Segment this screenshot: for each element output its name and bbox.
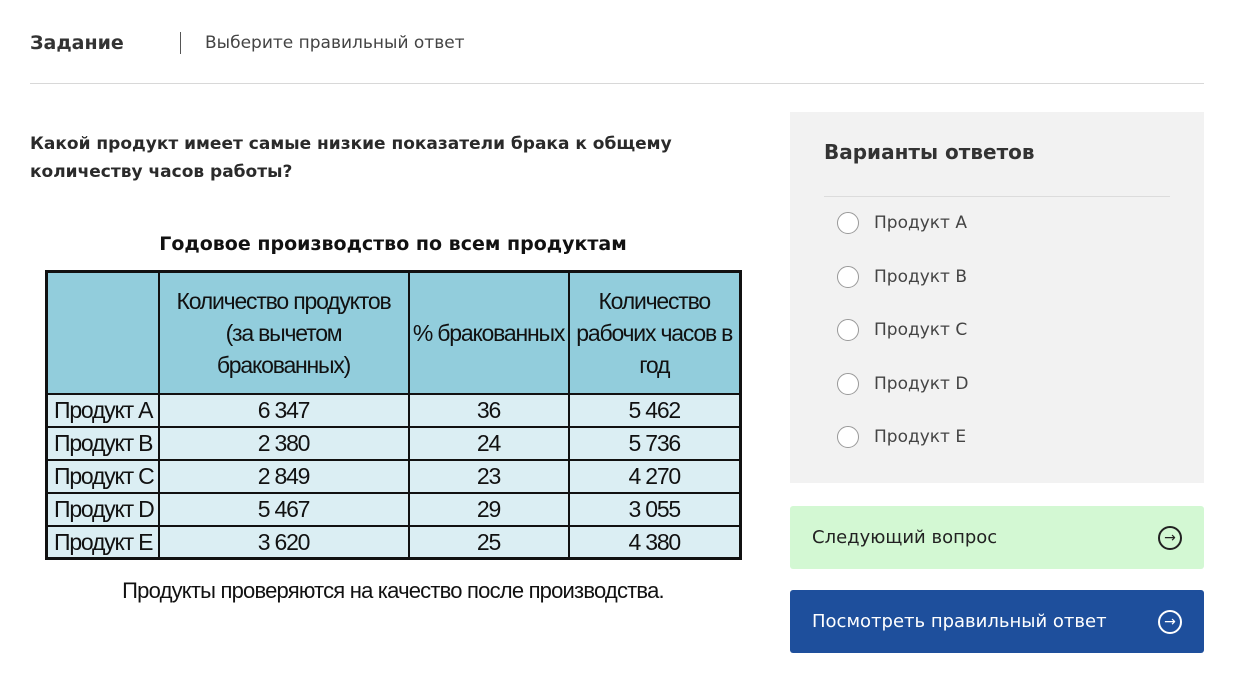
value-cell: 29 xyxy=(407,491,570,527)
header-cell: % бракованных xyxy=(407,270,570,395)
answer-option[interactable]: Продукт A xyxy=(837,212,967,234)
value-cell: 5 736 xyxy=(567,425,742,461)
answers-panel: Варианты ответов Продукт A Продукт B Проду… xyxy=(790,112,1204,483)
radio-button[interactable] xyxy=(837,212,859,234)
arrow-right-circle-icon: → xyxy=(1158,609,1182,634)
answer-option-label: Продукт C xyxy=(874,320,968,340)
value-cell: 5 462 xyxy=(567,392,742,428)
answer-option-label: Продукт E xyxy=(874,427,967,447)
product-name-cell: Продукт E xyxy=(45,524,160,560)
table-caption: Продукты проверяются на качество после п… xyxy=(122,578,664,603)
radio-button[interactable] xyxy=(837,372,859,395)
show-answer-button[interactable]: Посмотреть правильный ответ → xyxy=(790,590,1204,653)
divider xyxy=(824,196,1170,197)
value-cell: 36 xyxy=(407,392,570,428)
value-cell: 3 055 xyxy=(567,491,742,527)
value-cell: 4 380 xyxy=(567,524,742,560)
radio-button[interactable] xyxy=(837,426,859,448)
value-cell: 24 xyxy=(407,425,570,461)
value-cell: 3 620 xyxy=(157,524,410,560)
answer-option[interactable]: Продукт B xyxy=(837,265,968,288)
task-title: Задание xyxy=(30,32,124,54)
value-cell: 5 467 xyxy=(157,491,410,527)
product-name-cell: Продукт A xyxy=(45,392,160,428)
answer-option[interactable]: Продукт C xyxy=(837,319,967,341)
value-cell: 4 270 xyxy=(567,458,742,494)
value-cell: 6 347 xyxy=(157,392,410,428)
show-answer-label: Посмотреть правильный ответ xyxy=(812,611,1107,632)
arrow-right-circle-icon: → xyxy=(1158,525,1182,550)
header-cell xyxy=(45,270,160,395)
question-text: Какой продукт имеет самые низкие показат… xyxy=(30,134,672,182)
value-cell: 2 849 xyxy=(157,458,410,494)
value-cell: 25 xyxy=(407,524,570,560)
answer-option-label: Продукт A xyxy=(874,213,967,233)
next-question-button[interactable]: Следующий вопрос → xyxy=(790,506,1204,569)
answer-option[interactable]: Продукт D xyxy=(837,372,969,395)
next-question-label: Следующий вопрос xyxy=(812,527,998,548)
value-cell: 23 xyxy=(407,458,570,494)
divider xyxy=(30,83,1204,84)
answer-option[interactable]: Продукт E xyxy=(837,426,966,448)
radio-button[interactable] xyxy=(837,319,859,341)
product-name-cell: Продукт D xyxy=(45,491,160,527)
production-table: Количество продуктов (за вычетом бракова… xyxy=(45,270,742,560)
table-title: Годовое производство по всем продуктам xyxy=(159,233,627,255)
product-name-cell: Продукт C xyxy=(45,458,160,494)
radio-button[interactable] xyxy=(837,265,859,288)
task-subtitle: Выберите правильный ответ xyxy=(205,33,465,53)
divider xyxy=(180,32,181,54)
header-cell: Количество рабочих часов в год xyxy=(567,270,742,395)
header-cell: Количество продуктов (за вычетом бракова… xyxy=(157,270,410,395)
table-header-row: Количество продуктов (за вычетом бракова… xyxy=(45,270,742,395)
answer-option-label: Продукт B xyxy=(874,266,968,287)
answers-title: Варианты ответов xyxy=(824,140,1035,164)
task-header: Задание Выберите правильный ответ xyxy=(30,28,465,58)
answer-option-label: Продукт D xyxy=(874,373,969,394)
product-name-cell: Продукт B xyxy=(45,425,160,461)
value-cell: 2 380 xyxy=(157,425,410,461)
